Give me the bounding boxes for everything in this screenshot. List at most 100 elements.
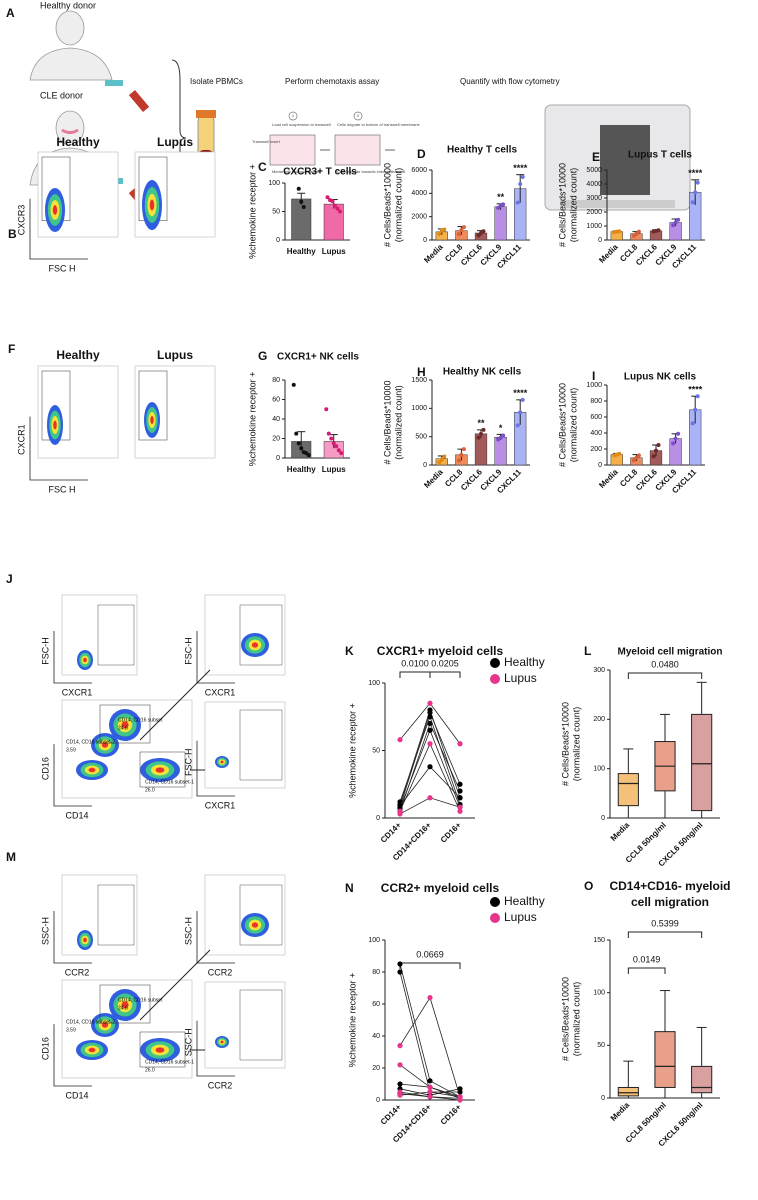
significance: **** bbox=[688, 168, 703, 178]
gate bbox=[138, 370, 168, 441]
cell-population bbox=[121, 1001, 129, 1009]
axis-label: CXCR1 bbox=[205, 800, 236, 810]
cytometer bbox=[544, 104, 691, 211]
chart-title: CCR2+ myeloid cells bbox=[381, 881, 500, 895]
donor-label: Healthy donor bbox=[40, 0, 96, 10]
assay-note: Load cell suspension to transwell bbox=[272, 122, 331, 127]
data-point bbox=[673, 436, 678, 441]
gate bbox=[139, 751, 186, 788]
x-tick-label: CD14+ bbox=[379, 820, 403, 844]
data-point bbox=[338, 209, 342, 214]
gate-label: CD14, CD16 subset-1 bbox=[145, 779, 194, 785]
data-point bbox=[676, 431, 681, 436]
y-axis-label: (normalized count) bbox=[393, 385, 403, 460]
gate-label: 26.0 bbox=[145, 787, 155, 793]
box bbox=[691, 1065, 713, 1094]
data-point bbox=[331, 441, 336, 446]
y-tick-label: 0 bbox=[598, 462, 602, 469]
chart-title: Healthy NK cells bbox=[443, 367, 522, 378]
data-point bbox=[457, 804, 463, 810]
significance-bracket bbox=[399, 671, 431, 678]
data-point bbox=[334, 444, 339, 449]
y-axis-label: # Cells/Beads*10000 bbox=[557, 163, 567, 247]
cell-population bbox=[88, 767, 96, 773]
panel-letter: B bbox=[8, 227, 17, 241]
data-point bbox=[427, 720, 433, 727]
data-point bbox=[695, 180, 700, 185]
p-value: 0.0669 bbox=[416, 949, 444, 959]
axis-label: CCR2 bbox=[208, 967, 233, 977]
data-point bbox=[461, 225, 466, 230]
y-tick-label: 200 bbox=[590, 446, 602, 453]
y-axis-label: # Cells/Beads*10000 bbox=[557, 383, 567, 467]
chart-title: CXCR3+ T cells bbox=[283, 167, 357, 178]
gate bbox=[99, 704, 151, 744]
data-point bbox=[397, 1081, 403, 1087]
panel-letter: G bbox=[258, 349, 267, 363]
data-point bbox=[329, 436, 334, 441]
y-axis-label: # Cells/Beads*10000 bbox=[560, 977, 570, 1061]
data-point bbox=[693, 407, 698, 412]
data-point bbox=[439, 457, 444, 462]
flow-plot bbox=[61, 874, 138, 956]
step-label: Isolate PBMCs bbox=[190, 77, 243, 86]
panel-letter: E bbox=[592, 150, 600, 164]
step-label: Quantify with flow cytometry bbox=[460, 77, 560, 86]
transwell bbox=[269, 111, 395, 166]
flow-plot bbox=[61, 594, 138, 676]
y-tick-label: 600 bbox=[590, 414, 602, 421]
y-tick-label: 0 bbox=[276, 455, 280, 462]
y-tick-label: 1000 bbox=[586, 223, 602, 230]
y-tick-label: 4000 bbox=[411, 190, 427, 197]
significance-bracket bbox=[627, 931, 703, 938]
axis-arrow bbox=[196, 1020, 235, 1077]
data-point bbox=[397, 737, 403, 743]
cell-population bbox=[251, 642, 259, 648]
panel-letter: K bbox=[345, 644, 354, 658]
data-point bbox=[427, 764, 433, 770]
step-number: 2 bbox=[357, 113, 360, 118]
data-point bbox=[296, 186, 301, 191]
significance-bracket bbox=[627, 672, 703, 679]
gate-label: 26.0 bbox=[145, 1067, 155, 1073]
p-value: 0.5399 bbox=[651, 918, 679, 928]
legend-label: Healthy bbox=[504, 894, 545, 908]
data-point bbox=[456, 232, 461, 237]
panel-letter: O bbox=[584, 879, 593, 893]
p-value: 0.0480 bbox=[651, 659, 679, 669]
data-point bbox=[456, 458, 461, 463]
y-tick-label: 0 bbox=[601, 1095, 605, 1102]
data-point bbox=[427, 741, 433, 747]
axis-label: FSC-H bbox=[40, 637, 50, 665]
data-point bbox=[301, 204, 306, 209]
x-tick-label: CD14+ bbox=[379, 1102, 403, 1126]
y-axis-label: (normalized count) bbox=[571, 707, 581, 782]
data-point bbox=[427, 1078, 433, 1084]
axis-arrow bbox=[29, 198, 88, 260]
data-point bbox=[299, 199, 304, 204]
data-point bbox=[690, 421, 695, 426]
flow-plot bbox=[204, 594, 286, 676]
gate-label: 24.6 bbox=[118, 1005, 128, 1011]
data-point bbox=[501, 433, 506, 438]
y-tick-label: 3000 bbox=[586, 195, 602, 202]
data-point bbox=[656, 443, 661, 447]
box bbox=[617, 1086, 639, 1097]
data-point bbox=[442, 454, 447, 459]
data-point bbox=[501, 202, 506, 207]
y-tick-label: 800 bbox=[590, 398, 602, 405]
data-point bbox=[442, 227, 447, 232]
chart-title: CXCR1+ NK cells bbox=[277, 352, 359, 363]
legend-marker bbox=[490, 897, 500, 907]
data-point bbox=[296, 441, 301, 446]
subject-line bbox=[399, 963, 461, 1098]
data-point bbox=[520, 397, 525, 402]
cell-population bbox=[83, 937, 87, 943]
y-tick-label: 500 bbox=[415, 434, 427, 441]
gate bbox=[239, 604, 283, 666]
legend-marker bbox=[490, 658, 500, 668]
data-point bbox=[330, 199, 335, 204]
subject-line bbox=[399, 971, 460, 1093]
x-tick-label: Media bbox=[597, 242, 620, 265]
